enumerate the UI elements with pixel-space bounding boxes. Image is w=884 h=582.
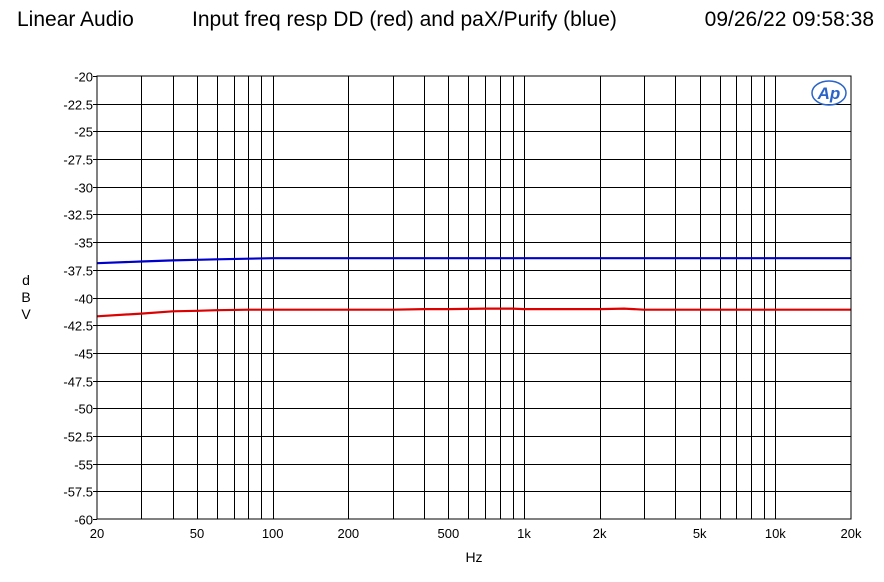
y-tick-label: -42.5 bbox=[63, 319, 93, 334]
ap-logo-ring bbox=[811, 80, 847, 106]
x-tick-label: 2k bbox=[593, 526, 607, 541]
ap-logo: Ap bbox=[811, 80, 847, 106]
data-series bbox=[96, 257, 851, 318]
series-line-0 bbox=[96, 257, 851, 265]
y-tick-label: -60 bbox=[74, 513, 93, 528]
y-tick-label: -27.5 bbox=[63, 153, 93, 168]
header-app-name: Linear Audio bbox=[17, 8, 134, 31]
y-tick-label: -55 bbox=[74, 458, 93, 473]
y-tick-label: -32.5 bbox=[63, 208, 93, 223]
y-tick-label: -35 bbox=[74, 236, 93, 251]
y-tick-label: -40 bbox=[74, 292, 93, 307]
x-tick-label: 20 bbox=[90, 526, 104, 541]
x-axis-label: Hz bbox=[465, 549, 482, 565]
x-tick-label: 500 bbox=[437, 526, 459, 541]
y-tick-label: -30 bbox=[74, 181, 93, 196]
y-tick-label: -57.5 bbox=[63, 485, 93, 500]
y-axis-label-char: d bbox=[22, 272, 30, 288]
x-tick-labels: 20 50 100 200 500 1k 2k 5k 10k 20k bbox=[90, 526, 862, 541]
y-tick-label: -52.5 bbox=[63, 430, 93, 445]
y-tick-label: -45 bbox=[74, 347, 93, 362]
y-tick-labels: -20 -22.5 -25 -27.5 -30 -32.5 -35 -37.5 -40 -42.5… bbox=[63, 70, 93, 528]
ap-logo-text: Ap bbox=[817, 84, 841, 103]
y-tick-label: -20 bbox=[74, 70, 93, 85]
x-tick-label: 10k bbox=[765, 526, 786, 541]
x-tick-label: 50 bbox=[190, 526, 204, 541]
chart-title: Input freq resp DD (red) and paX/Purify … bbox=[192, 8, 617, 31]
major-gridlines bbox=[93, 76, 851, 520]
header-timestamp: 09/26/22 09:58:38 bbox=[704, 8, 874, 31]
series-line-1 bbox=[96, 307, 851, 318]
y-tick-label: -50 bbox=[74, 402, 93, 417]
x-tick-label: 100 bbox=[262, 526, 284, 541]
y-tick-label: -22.5 bbox=[63, 98, 93, 113]
y-tick-label: -25 bbox=[74, 125, 93, 140]
plot-frame bbox=[96, 75, 852, 520]
y-tick-label: -37.5 bbox=[63, 264, 93, 279]
minor-gridlines bbox=[141, 76, 776, 519]
x-tick-label: 200 bbox=[337, 526, 359, 541]
x-tick-label: 20k bbox=[841, 526, 862, 541]
x-tick-label: 1k bbox=[517, 526, 531, 541]
y-tick-label: -47.5 bbox=[63, 375, 93, 390]
y-axis-label-char: V bbox=[21, 306, 31, 322]
x-tick-label: 5k bbox=[693, 526, 707, 541]
y-axis-label-char: B bbox=[21, 289, 30, 305]
y-axis-label: dBV bbox=[21, 272, 31, 322]
